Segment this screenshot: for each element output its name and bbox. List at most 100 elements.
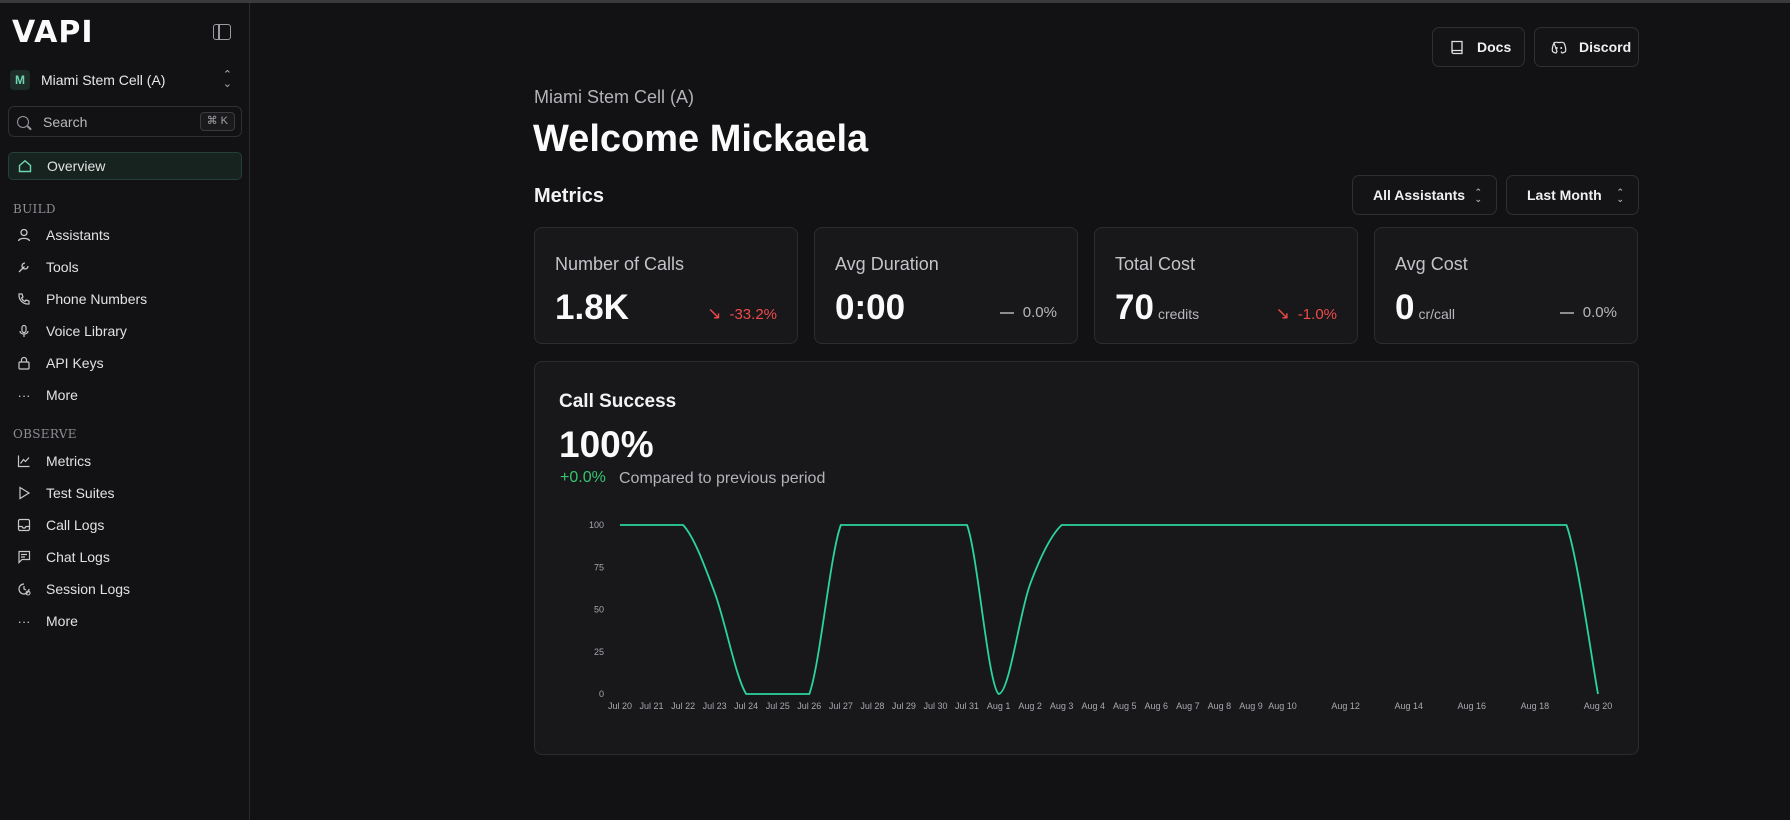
org-badge: M: [10, 70, 30, 90]
data-point[interactable]: [646, 519, 658, 531]
sidebar-item-api-keys[interactable]: API Keys: [8, 349, 242, 377]
metric-title: Number of Calls: [555, 254, 685, 274]
org-switcher[interactable]: M Miami Stem Cell (A) ⌃ ⌄: [10, 67, 242, 93]
y-tick-label: 100: [589, 520, 604, 530]
metric-unit: cr/call: [1418, 306, 1456, 322]
sidebar: VAPI M Miami Stem Cell (A) ⌃ ⌄ Search ⌘ K…: [0, 3, 250, 820]
vapi-logo[interactable]: VAPI: [12, 18, 94, 48]
x-tick-label: Jul 24: [734, 701, 758, 711]
data-point[interactable]: [803, 688, 815, 700]
data-point[interactable]: [772, 688, 784, 700]
sidebar-toggle-icon[interactable]: [213, 24, 231, 40]
sidebar-item-tools[interactable]: Tools: [8, 253, 242, 281]
data-point[interactable]: [1371, 519, 1383, 531]
data-point[interactable]: [1277, 519, 1289, 531]
assistant-filter-value: All Assistants: [1373, 187, 1466, 203]
data-point[interactable]: [898, 519, 910, 531]
wrench-icon: [16, 259, 32, 275]
x-tick-label: Aug 3: [1050, 701, 1074, 711]
data-point[interactable]: [866, 519, 878, 531]
chevron-up-down-icon: ⌃ ⌄: [1616, 187, 1624, 204]
sidebar-item-chat-logs[interactable]: Chat Logs: [8, 543, 242, 571]
data-point[interactable]: [1434, 519, 1446, 531]
x-tick-label: Jul 31: [955, 701, 979, 711]
period-filter-select[interactable]: Last Month ⌃ ⌄: [1506, 175, 1639, 215]
data-point[interactable]: [1245, 519, 1257, 531]
metric-delta-value: -33.2%: [729, 305, 777, 323]
data-point[interactable]: [1497, 519, 1509, 531]
sidebar-item-call-logs[interactable]: Call Logs: [8, 511, 242, 539]
data-point[interactable]: [709, 587, 721, 599]
data-point[interactable]: [1466, 519, 1478, 531]
inbox-icon: [16, 517, 32, 533]
sidebar-item-test-suites[interactable]: Test Suites: [8, 479, 242, 507]
y-tick-label: 0: [599, 689, 604, 699]
sidebar-item-observe-more[interactable]: ··· More: [8, 607, 242, 635]
sidebar-item-build-more[interactable]: ··· More: [8, 381, 242, 409]
data-point[interactable]: [1056, 519, 1068, 531]
sidebar-item-label: Assistants: [46, 227, 110, 243]
data-point[interactable]: [740, 688, 752, 700]
discord-button[interactable]: Discord: [1534, 27, 1639, 67]
search-placeholder: Search: [43, 113, 88, 130]
home-icon: [17, 158, 33, 174]
call-success-value: 100%: [559, 424, 654, 465]
sidebar-item-label: API Keys: [46, 355, 104, 371]
metric-value: 1.8K: [555, 288, 629, 328]
arrow-down-right-icon: ↘: [707, 304, 722, 323]
data-point[interactable]: [1340, 519, 1352, 531]
sidebar-item-metrics[interactable]: Metrics: [8, 447, 242, 475]
sidebar-item-session-logs[interactable]: Session Logs: [8, 575, 242, 603]
data-point[interactable]: [1119, 519, 1131, 531]
data-point[interactable]: [677, 519, 689, 531]
chevron-up-down-icon: ⌃ ⌄: [1474, 187, 1482, 204]
y-tick-label: 25: [594, 647, 604, 657]
data-point[interactable]: [1403, 519, 1415, 531]
sidebar-item-label: Overview: [47, 158, 106, 174]
sidebar-item-label: Call Logs: [46, 517, 105, 533]
metric-number: 0:00: [835, 288, 906, 327]
data-point[interactable]: [1182, 519, 1194, 531]
call-success-card: Call Success 100% +0.0% Compared to prev…: [534, 361, 1639, 755]
page-title: Welcome Mickaela: [533, 118, 869, 160]
data-point[interactable]: [1592, 688, 1604, 700]
search-input[interactable]: Search ⌘ K: [8, 106, 242, 137]
microphone-icon: [16, 323, 32, 339]
x-tick-label: Aug 10: [1268, 701, 1297, 711]
data-point[interactable]: [835, 519, 847, 531]
more-icon: ···: [17, 387, 31, 403]
x-tick-label: Aug 9: [1239, 701, 1263, 711]
sidebar-item-assistants[interactable]: Assistants: [8, 221, 242, 249]
data-point[interactable]: [1560, 519, 1572, 531]
sidebar-item-voice-library[interactable]: Voice Library: [8, 317, 242, 345]
data-point[interactable]: [1024, 578, 1036, 590]
data-point[interactable]: [1150, 519, 1162, 531]
logo-text: VAPI: [12, 15, 94, 50]
chat-icon: [16, 549, 32, 565]
data-point[interactable]: [929, 519, 941, 531]
data-point[interactable]: [961, 519, 973, 531]
metric-unit: credits: [1157, 306, 1200, 322]
data-point[interactable]: [993, 688, 1005, 700]
chevron-up-down-icon: ⌃ ⌄: [222, 69, 232, 90]
metric-delta: 0.0%: [999, 304, 1057, 321]
session-icon: [16, 581, 32, 597]
data-point[interactable]: [1213, 519, 1225, 531]
docs-button[interactable]: Docs: [1432, 27, 1525, 67]
assistant-filter-select[interactable]: All Assistants ⌃ ⌄: [1352, 175, 1497, 215]
data-point[interactable]: [1308, 519, 1320, 531]
data-point[interactable]: [614, 519, 626, 531]
data-point[interactable]: [1529, 519, 1541, 531]
window-top-border: [0, 0, 1790, 3]
sidebar-item-overview[interactable]: Overview: [8, 152, 242, 180]
line-chart-icon: [16, 453, 32, 469]
search-shortcut: ⌘ K: [199, 112, 235, 131]
sidebar-item-phone-numbers[interactable]: Phone Numbers: [8, 285, 242, 313]
sidebar-item-label: Phone Numbers: [46, 291, 148, 307]
search-icon: [17, 115, 29, 128]
metric-card-avg-cost: Avg Cost 0 cr/call 0.0%: [1374, 227, 1638, 344]
discord-icon: [1551, 39, 1567, 55]
series-line-call-success: [620, 524, 1599, 695]
data-point[interactable]: [1087, 519, 1099, 531]
metric-title: Avg Cost: [1395, 254, 1468, 274]
